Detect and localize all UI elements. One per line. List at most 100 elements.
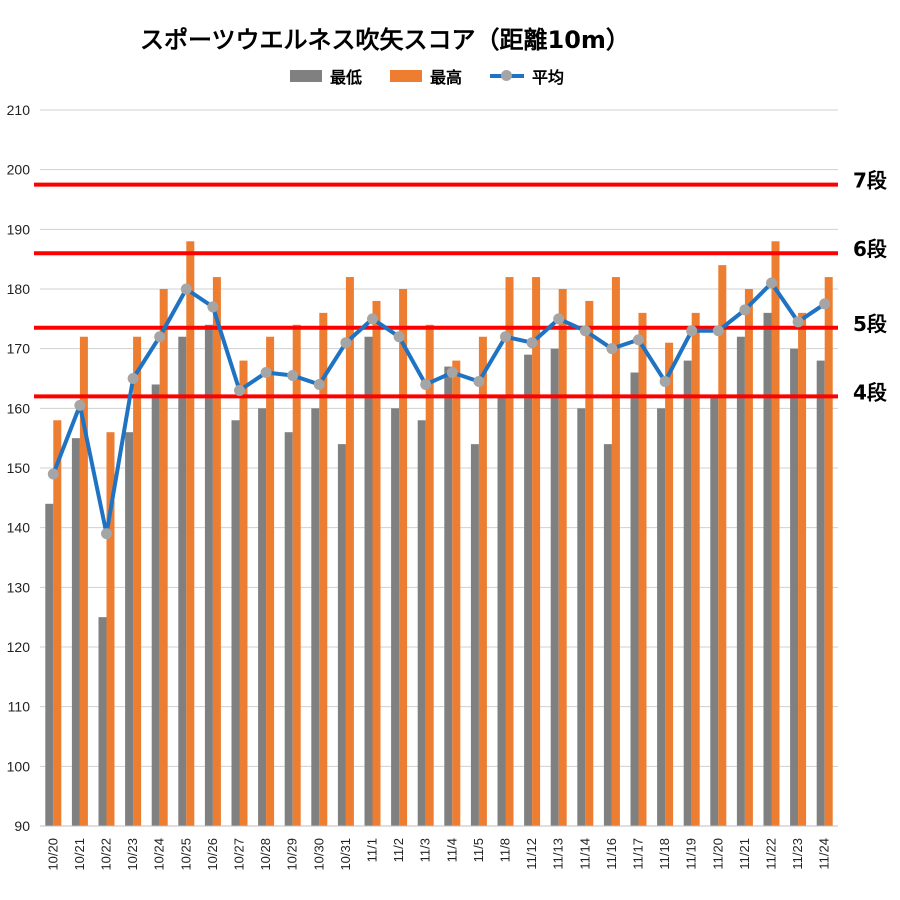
x-tick-label-layer: 10/20 10/21 10/22 10/23 10/24 10/25 10/26 10/27… — [45, 838, 831, 871]
x-tick-label: 11/23 — [790, 838, 805, 870]
x-tick-label: 11/4 — [444, 838, 459, 862]
bar-max — [638, 312, 647, 826]
x-tick-label: 11/2 — [391, 838, 406, 862]
y-tick-label: 90 — [14, 818, 30, 834]
x-tick-label: 11/8 — [498, 838, 513, 862]
bar-min — [630, 372, 639, 826]
bar-layer — [45, 241, 833, 827]
bar-max — [399, 289, 408, 826]
bar-min — [71, 438, 80, 826]
average-point — [180, 283, 192, 295]
bar-min — [550, 348, 559, 826]
bar-max — [718, 265, 727, 827]
legend-label-max: 最高 — [430, 68, 463, 87]
x-tick-label: 10/29 — [285, 838, 300, 871]
reference-line-layer: 7段 6段 5段 4段 — [34, 169, 887, 404]
legend-swatch-avg — [490, 69, 525, 83]
x-tick-label: 11/22 — [764, 838, 779, 870]
bar-min — [763, 312, 772, 826]
bar-min — [337, 444, 346, 826]
bar-min — [231, 420, 240, 826]
bar-min — [391, 408, 400, 826]
bar-max — [239, 360, 248, 826]
x-tick-label: 11/18 — [657, 838, 672, 870]
bar-min — [736, 336, 745, 826]
average-point — [74, 399, 86, 411]
bar-min — [258, 408, 267, 826]
bar-min — [683, 360, 692, 826]
average-point — [792, 316, 804, 328]
bar-max — [744, 289, 753, 826]
average-point — [47, 468, 59, 480]
bar-min — [603, 444, 612, 826]
bar-min — [311, 408, 320, 826]
average-point — [287, 370, 299, 382]
average-point — [420, 378, 432, 390]
bar-max — [798, 312, 807, 826]
y-tick-label: 200 — [7, 162, 31, 178]
x-tick-label: 11/16 — [604, 838, 619, 870]
bar-min — [204, 324, 213, 826]
bar-max — [691, 312, 700, 826]
average-point — [633, 334, 644, 346]
average-point — [500, 331, 511, 343]
average-point — [579, 325, 591, 337]
legend-item-avg: 平均 — [490, 64, 564, 88]
average-point — [234, 384, 245, 396]
x-tick-label: 10/25 — [178, 838, 193, 871]
average-point — [526, 337, 538, 349]
bar-min — [470, 444, 479, 826]
y-tick-label: 140 — [7, 520, 31, 536]
x-tick-label: 11/17 — [631, 838, 646, 870]
average-point — [101, 528, 112, 540]
y-tick-label: 190 — [7, 221, 31, 237]
x-tick-label: 10/23 — [125, 838, 140, 871]
bar-min — [98, 617, 107, 826]
average-point — [553, 313, 565, 325]
bar-min — [710, 396, 719, 826]
bar-max — [79, 336, 88, 826]
average-point — [473, 375, 485, 387]
bar-min — [657, 408, 666, 826]
bar-max — [425, 324, 434, 826]
average-point — [393, 331, 405, 343]
y-tick-label: 160 — [7, 400, 31, 416]
reference-line-label: 7段 — [853, 169, 887, 193]
x-tick-label: 11/14 — [577, 838, 592, 870]
average-point — [819, 298, 831, 310]
average-point — [313, 378, 325, 390]
x-tick-label: 11/24 — [817, 838, 832, 870]
bar-min — [524, 354, 533, 826]
x-tick-label: 11/3 — [418, 838, 433, 862]
bar-max — [771, 241, 780, 826]
bar-max — [53, 420, 62, 826]
bar-max — [372, 300, 381, 826]
bar-max — [159, 289, 168, 826]
average-point — [154, 331, 166, 343]
bar-min — [444, 366, 453, 826]
x-tick-label: 10/22 — [99, 838, 114, 871]
bar-min — [284, 432, 293, 826]
bar-max — [212, 277, 221, 827]
bar-max — [133, 336, 142, 826]
x-tick-label: 11/20 — [710, 838, 725, 870]
legend-label-avg: 平均 — [532, 68, 565, 87]
bar-max — [532, 277, 541, 827]
x-tick-label: 11/19 — [684, 838, 699, 870]
x-tick-label: 10/20 — [45, 838, 60, 871]
average-point — [367, 313, 378, 325]
average-point — [766, 277, 777, 289]
bar-max — [558, 289, 567, 826]
bar-max — [319, 312, 328, 826]
x-tick-label: 10/24 — [152, 838, 167, 871]
bar-min — [151, 384, 160, 826]
bar-max — [665, 342, 674, 826]
y-tick-label: 130 — [7, 579, 31, 595]
bar-min — [790, 348, 799, 826]
x-tick-label: 10/21 — [72, 838, 87, 871]
x-tick-label: 11/5 — [471, 838, 486, 862]
bar-max — [266, 336, 275, 826]
x-tick-label: 11/21 — [737, 838, 752, 870]
bar-min — [497, 396, 506, 826]
